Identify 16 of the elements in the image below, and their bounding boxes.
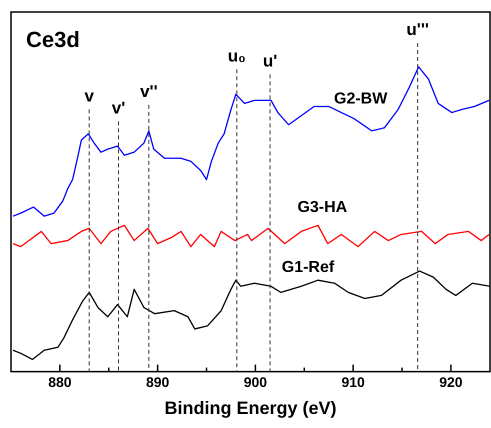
ref-line-label: u₀ (228, 46, 246, 66)
x-tick-label: 920 (439, 374, 463, 390)
x-axis-title: Binding Energy (eV) (164, 398, 337, 418)
series-label: G3-HA (297, 198, 348, 216)
x-tick-label: 900 (244, 374, 268, 390)
ref-line-label: u' (262, 52, 278, 71)
ref-line-label: u''' (406, 20, 429, 40)
series-label: G2-BW (334, 90, 388, 108)
series-label: G1-Ref (282, 259, 335, 276)
ref-line-label: v' (112, 98, 126, 118)
ref-line-label: v (84, 86, 94, 106)
x-tick-label: 880 (48, 374, 72, 390)
ref-line-label: v'' (140, 82, 158, 102)
x-tick-label: 910 (341, 374, 366, 390)
x-tick-label: 890 (146, 374, 170, 390)
text: Ce3d (26, 27, 80, 52)
